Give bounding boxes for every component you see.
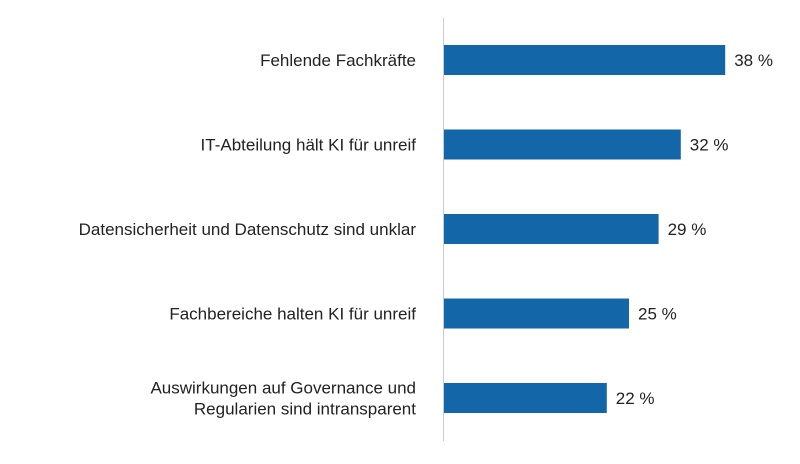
bar-4 — [444, 298, 629, 329]
category-label-1: Fehlende Fachkräfte — [260, 51, 416, 70]
category-label-4: Fachbereiche halten KI für unreif — [169, 305, 416, 324]
category-label-5-line-1: Auswirkungen auf Governance und — [150, 379, 416, 398]
category-label-5-line-2: Regularien sind intransparent — [194, 400, 416, 419]
value-labels-group: 38 % 32 % 29 % 25 % 22 % — [616, 51, 773, 408]
value-label-3: 29 % — [668, 220, 707, 239]
category-label-3: Datensicherheit und Datenschutz sind unk… — [79, 220, 417, 239]
value-label-4: 25 % — [638, 305, 677, 324]
category-labels-group: Fehlende Fachkräfte IT-Abteilung hält KI … — [79, 51, 417, 419]
bar-1 — [444, 45, 726, 75]
value-label-2: 32 % — [690, 136, 729, 155]
bar-2 — [444, 129, 681, 160]
value-label-5: 22 % — [616, 389, 655, 408]
category-label-2: IT-Abteilung hält KI für unreif — [201, 136, 417, 155]
bar-5 — [444, 383, 607, 413]
bars-group — [444, 45, 726, 413]
bar-3 — [444, 214, 659, 244]
value-label-1: 38 % — [734, 51, 773, 70]
